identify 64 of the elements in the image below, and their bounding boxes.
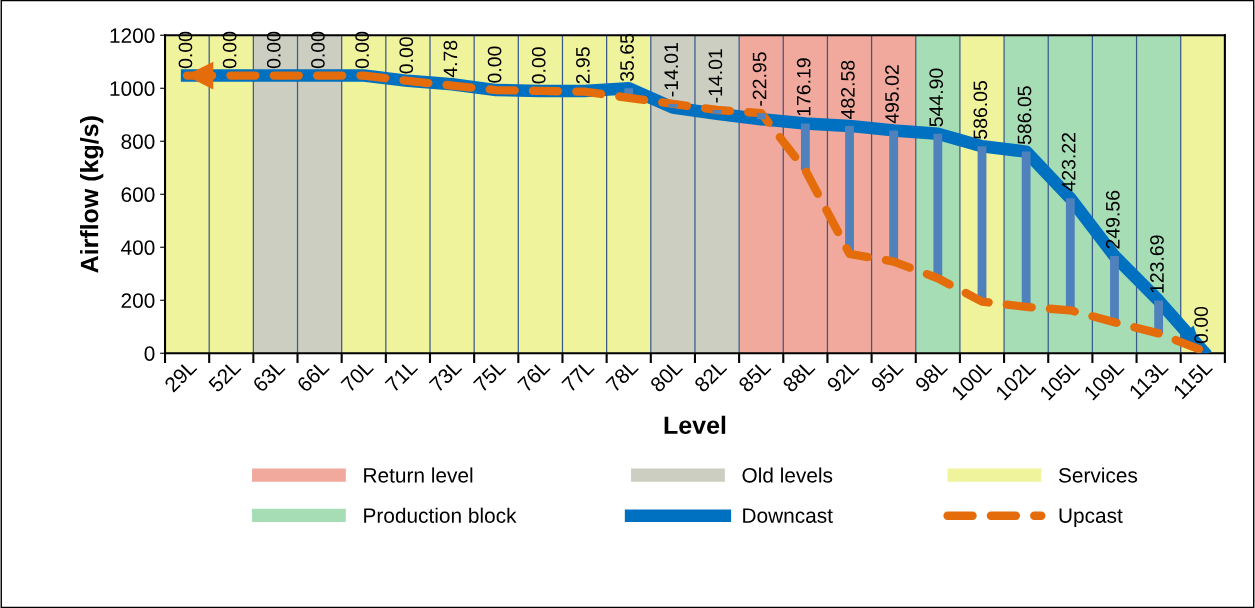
legend-label: Downcast: [743, 508, 833, 523]
text: 0.00: [1194, 306, 1209, 344]
bar: [756, 113, 766, 120]
x-tick-label: 71L: [384, 359, 419, 393]
y-tick-label: 400: [121, 240, 155, 256]
x-tick-label: 80L: [649, 358, 684, 393]
data-label: 482.58: [840, 60, 855, 119]
data-label: 35.65: [620, 33, 634, 81]
data-label: 249.56: [1105, 190, 1120, 249]
x-axis-title: Level: [664, 415, 726, 435]
x-tick-label: 75L: [472, 359, 507, 393]
y-tick-label: 1000: [110, 81, 155, 97]
legend-label: Return level: [364, 467, 473, 483]
bar: [712, 109, 722, 114]
bar: [889, 130, 899, 262]
x-tick-label: 115L: [1172, 359, 1214, 400]
text: 0.00: [222, 31, 237, 69]
x-tick-label: 52L: [207, 358, 242, 393]
legend-label: Services: [1058, 467, 1138, 483]
text: 0.00: [311, 31, 325, 69]
data-label: -22.95: [752, 52, 767, 106]
x-tick-label: 95L: [870, 358, 905, 393]
data-label: 2.95: [576, 47, 590, 84]
x-tick-label: 78L: [605, 358, 640, 393]
x-tick-label: 29L: [163, 358, 198, 393]
data-label: -14.01: [664, 43, 679, 97]
y-tick-label: 800: [121, 134, 155, 150]
x-tick-label: 70L: [340, 358, 375, 393]
legend-label: Production block: [364, 507, 517, 523]
data-label: 586.05: [973, 81, 988, 139]
x-tick-label: 76L: [516, 358, 551, 393]
legend-label: Upcast: [1059, 508, 1123, 528]
x-tick-label: 92L: [826, 358, 860, 393]
y-tick-label: 600: [121, 187, 155, 203]
y-tick-label: 1200: [110, 28, 155, 44]
text: 0.00: [487, 46, 502, 83]
legend-label: Old levels: [742, 467, 833, 483]
x-tick-label: 88L: [781, 358, 816, 393]
text: 0.00: [266, 31, 281, 69]
text: 0.00: [531, 47, 546, 84]
x-tick-label: 113L: [1128, 358, 1169, 400]
x-tick-label: 85L: [737, 358, 772, 393]
bar: [668, 103, 678, 108]
x-tick-label: 77L: [561, 359, 595, 393]
y-tick-label: 200: [121, 293, 155, 308]
text: 0.00: [178, 31, 193, 69]
x-tick-label: 63L: [251, 358, 286, 393]
data-label: -14.01: [708, 49, 723, 103]
data-label: 123.69: [1150, 235, 1164, 293]
data-label: 544.90: [929, 68, 944, 127]
data-label: 423.22: [1061, 133, 1076, 192]
data-label: 495.02: [885, 65, 899, 124]
x-tick-label: 98L: [914, 358, 949, 393]
text: 0.00: [355, 31, 369, 69]
data-label: 176.19: [796, 58, 811, 116]
text: 0.00: [399, 37, 414, 74]
y-tick-label: 0: [144, 346, 155, 361]
x-tick-label: 66L: [296, 358, 330, 393]
data-label: 4.78: [443, 40, 458, 78]
data-label: 586.05: [1017, 86, 1032, 145]
y-axis-title: Airflow (kg/s): [80, 116, 104, 273]
bar: [800, 123, 810, 171]
x-tick-label: 73L: [428, 358, 463, 393]
x-tick-label: 82L: [693, 358, 728, 393]
